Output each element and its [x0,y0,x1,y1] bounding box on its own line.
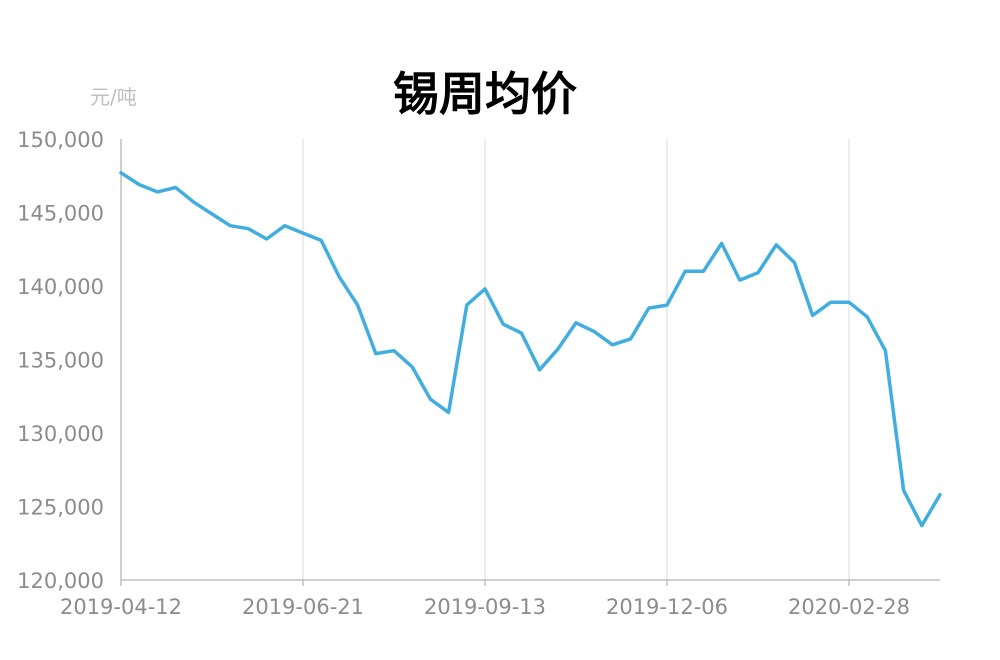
chart-title: 锡周均价 [393,67,577,121]
series-line [119,171,942,528]
gridlines [302,139,850,580]
y-tick-label: 135,000 [17,349,104,373]
y-tick-label: 125,000 [17,496,104,520]
x-tick-label: 2020-02-28 [788,595,910,619]
y-tick-label: 145,000 [17,202,104,226]
x-tick-label: 2019-06-21 [242,595,364,619]
x-tick-label: 2019-04-12 [60,595,182,619]
series-layer [119,171,942,528]
x-axis-tick-labels: 2019-04-12 2019-06-21 2019-09-13 2019-12-06… [60,580,910,619]
y-tick-label: 120,000 [17,569,104,593]
y-tick-label: 150,000 [17,128,104,152]
y-tick-label: 140,000 [17,275,104,299]
x-tick-label: 2019-09-13 [424,595,546,619]
y-tick-label: 130,000 [17,422,104,446]
x-tick-label: 2019-12-06 [606,595,728,619]
y-axis-unit-label: 元/吨 [90,85,137,109]
y-axis-tick-labels: 120,000 125,000 130,000 135,000 140,000 145,0… [17,128,104,593]
